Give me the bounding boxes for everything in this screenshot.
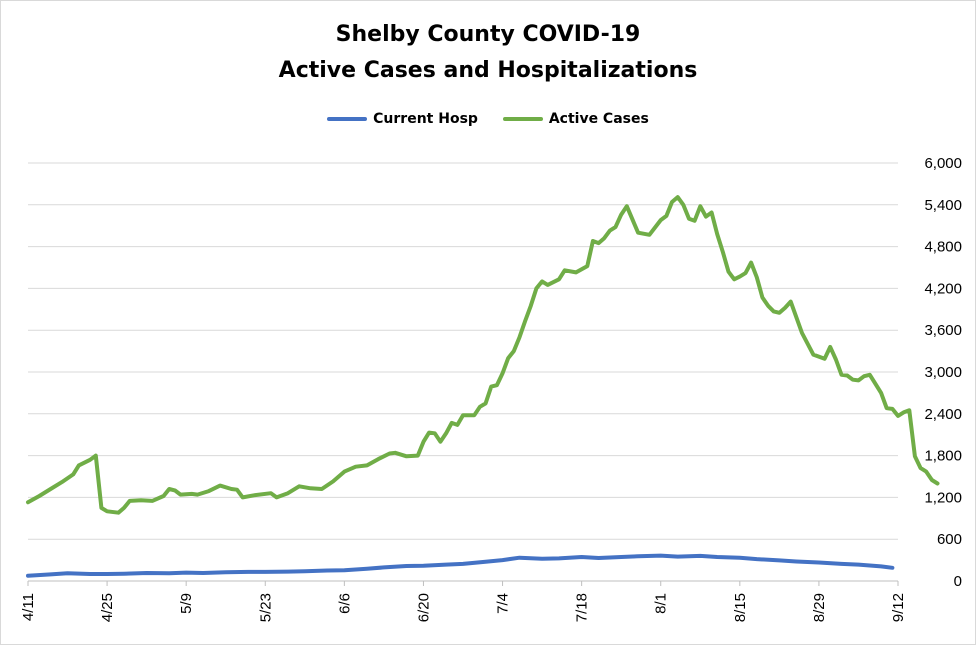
y-tick-label: 3,600 bbox=[924, 322, 962, 339]
x-tick-label: 7/4 bbox=[495, 593, 512, 614]
legend-label-current-hosp: Current Hosp bbox=[373, 111, 478, 127]
x-tick-label: 5/23 bbox=[257, 593, 274, 622]
x-tick-label: 6/20 bbox=[415, 593, 432, 622]
x-tick-label: 8/29 bbox=[811, 593, 828, 622]
y-axis: 0 600 1,200 1,800 2,400 3,000 3,600 4,200 4,800 5… bbox=[924, 155, 962, 590]
x-tick-label: 8/1 bbox=[653, 593, 670, 614]
x-tick-label: 5/9 bbox=[178, 593, 195, 614]
y-tick-label: 1,800 bbox=[924, 448, 962, 465]
y-tick-label: 0 bbox=[954, 573, 962, 590]
series-lines bbox=[26, 195, 940, 578]
y-tick-label: 1,200 bbox=[924, 489, 962, 506]
series-line-active-cases bbox=[26, 195, 940, 515]
series-line-current-hosp bbox=[26, 553, 895, 578]
chart-legend: Current Hosp Active Cases bbox=[0, 111, 976, 127]
gridlines bbox=[28, 162, 898, 540]
x-tick-label: 6/6 bbox=[336, 593, 353, 614]
y-tick-label: 4,800 bbox=[924, 239, 962, 256]
y-tick-label: 3,000 bbox=[924, 364, 962, 381]
y-tick-label: 5,400 bbox=[924, 197, 962, 214]
x-axis: 4/11 4/25 5/9 5/23 6/6 6/20 7/4 7/18 8/1 8/15 8/29… bbox=[20, 580, 907, 622]
legend-label-active-cases: Active Cases bbox=[548, 111, 649, 127]
x-tick-label: 4/25 bbox=[99, 593, 116, 622]
legend-item-current-hosp: Current Hosp bbox=[327, 111, 478, 127]
x-tick-label: 9/12 bbox=[890, 593, 907, 622]
x-tick-label: 7/18 bbox=[574, 593, 591, 622]
legend-swatch-active-cases bbox=[502, 117, 543, 121]
chart-subtitle: Active Cases and Hospitalizations bbox=[278, 58, 698, 83]
y-tick-label: 2,400 bbox=[924, 406, 962, 423]
y-tick-label: 600 bbox=[937, 531, 962, 548]
x-tick-label: 8/15 bbox=[732, 593, 749, 622]
chart-title: Shelby County COVID-19 bbox=[335, 22, 641, 47]
legend-swatch-current-hosp bbox=[327, 117, 368, 121]
y-tick-label: 6,000 bbox=[924, 155, 962, 172]
x-tick-label: 4/11 bbox=[20, 593, 37, 621]
y-tick-label: 4,200 bbox=[924, 280, 962, 297]
legend-item-active-cases: Active Cases bbox=[502, 111, 649, 127]
